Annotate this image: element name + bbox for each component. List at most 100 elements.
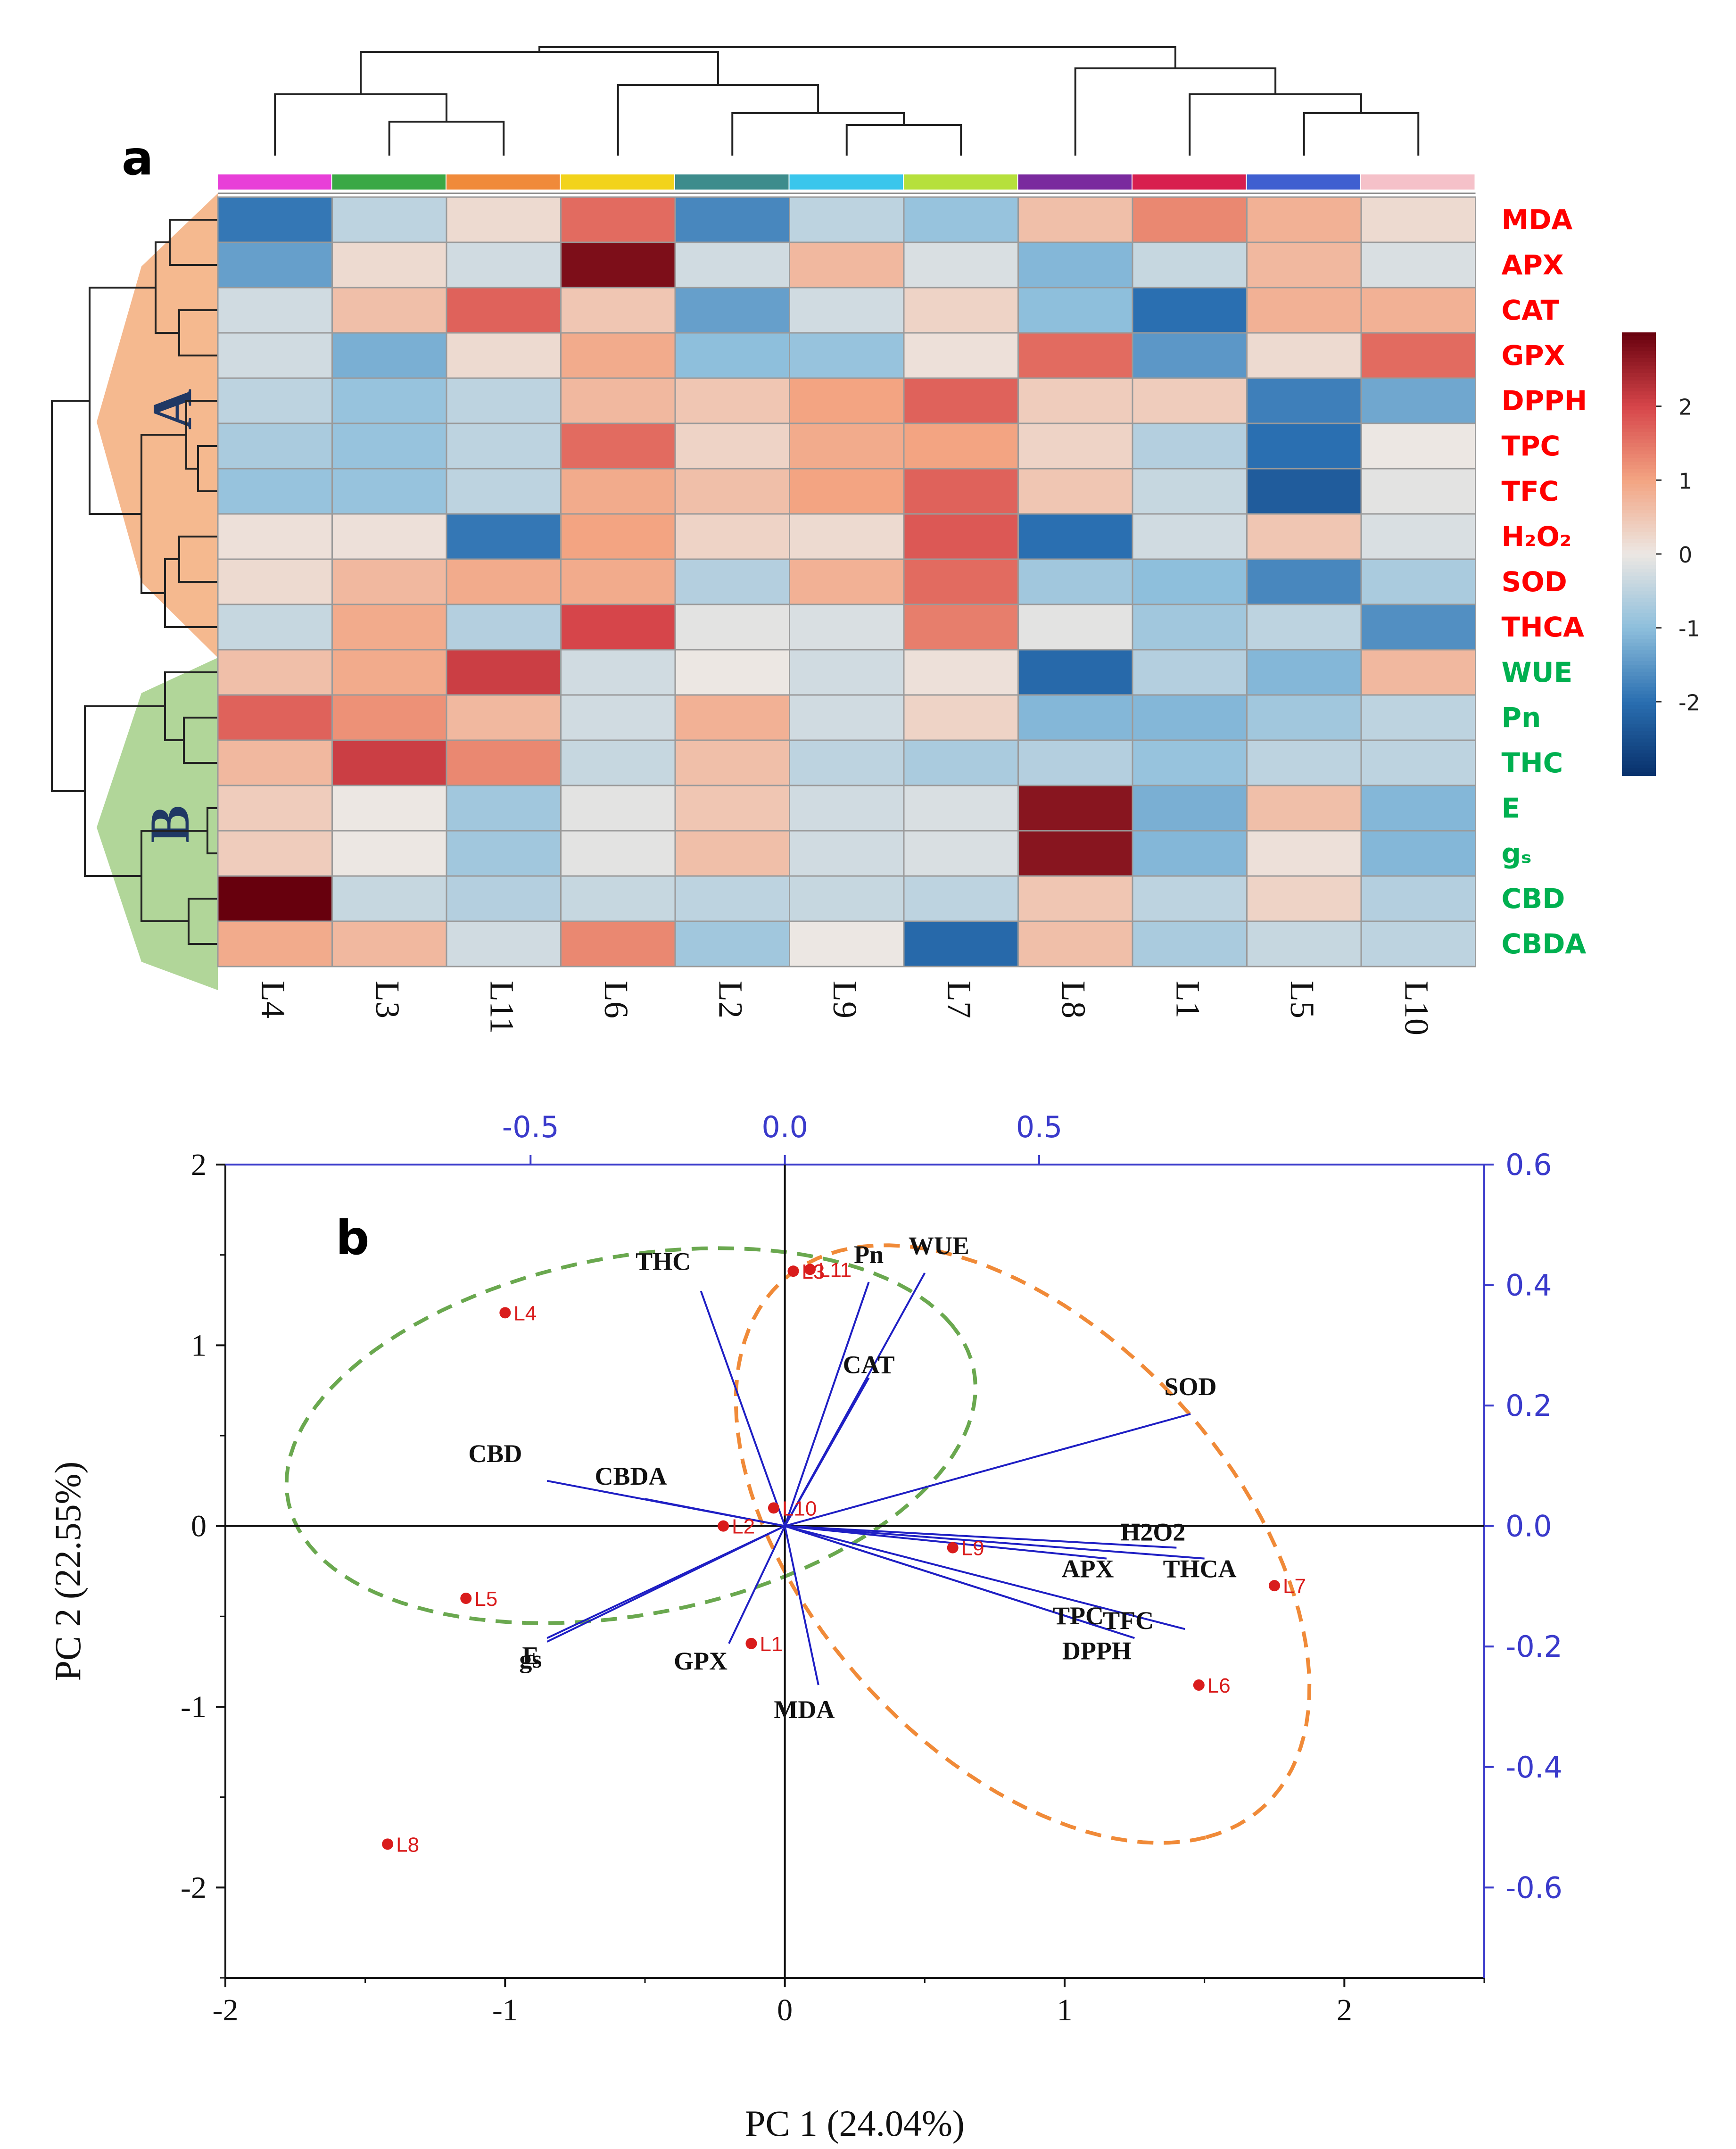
column-color-bar bbox=[789, 174, 903, 190]
heatmap-cell bbox=[560, 785, 676, 832]
colorbar-segment bbox=[1622, 617, 1656, 621]
score-point bbox=[947, 1542, 959, 1554]
heatmap-cell bbox=[560, 830, 676, 877]
row-label: TPC bbox=[1502, 430, 1561, 462]
heatmap-cell bbox=[217, 558, 333, 605]
heatmap-cell bbox=[903, 422, 1019, 470]
heatmap-cell bbox=[446, 830, 562, 877]
heatmap-cell bbox=[1246, 739, 1362, 786]
heatmap-cell bbox=[217, 196, 333, 243]
score-point-label: L3 bbox=[802, 1260, 825, 1283]
heatmap-cell bbox=[1360, 603, 1476, 651]
score-point-label: L5 bbox=[474, 1587, 497, 1611]
vector-label: CAT bbox=[843, 1350, 895, 1379]
heatmap-cell bbox=[446, 332, 562, 379]
loading-vector bbox=[785, 1525, 1107, 1560]
colorbar-segment bbox=[1622, 532, 1656, 536]
colorbar-segment bbox=[1622, 410, 1656, 414]
colorbar-segment bbox=[1622, 377, 1656, 381]
heatmap-cell bbox=[789, 785, 905, 832]
colorbar-segment bbox=[1622, 624, 1656, 628]
colorbar-segment bbox=[1622, 587, 1656, 592]
column-color-bar bbox=[446, 174, 560, 190]
score-point bbox=[787, 1265, 799, 1277]
colorbar-segment bbox=[1622, 764, 1656, 769]
heatmap-cell bbox=[560, 468, 676, 515]
heatmap-cell bbox=[903, 558, 1019, 605]
row-label: WUE bbox=[1502, 656, 1573, 688]
x-tick-label: 1 bbox=[1057, 1993, 1073, 2027]
column-color-bar bbox=[1018, 174, 1132, 190]
heatmap-cell bbox=[1360, 920, 1476, 967]
score-point bbox=[1193, 1679, 1205, 1691]
score-point bbox=[804, 1264, 816, 1275]
loading-vector bbox=[784, 1281, 870, 1527]
colorbar-segment bbox=[1622, 716, 1656, 721]
colorbar-segment bbox=[1622, 702, 1656, 706]
heatmap-cell bbox=[217, 422, 333, 470]
heatmap-cell bbox=[903, 513, 1019, 560]
heatmap-cell bbox=[674, 920, 790, 967]
heatmap-cell bbox=[217, 377, 333, 424]
colorbar-segment bbox=[1622, 679, 1656, 684]
heatmap-cell bbox=[1132, 377, 1248, 424]
heatmap-cell bbox=[789, 603, 905, 651]
heatmap-cell bbox=[1132, 694, 1248, 741]
vector-label: CBDA bbox=[595, 1462, 667, 1490]
heatmap-cell bbox=[217, 830, 333, 877]
vector-label: E bbox=[522, 1641, 539, 1670]
colorbar-segment bbox=[1622, 661, 1656, 665]
colorbar-segment bbox=[1622, 369, 1656, 374]
heatmap-cell bbox=[903, 830, 1019, 877]
right-tick-label: 0.0 bbox=[1505, 1509, 1552, 1544]
heatmap-cell bbox=[1360, 830, 1476, 877]
column-label: L7 bbox=[940, 981, 978, 1018]
heatmap-cell bbox=[789, 241, 905, 289]
colorbar-segment bbox=[1622, 480, 1656, 485]
loading-vector bbox=[785, 1525, 1185, 1630]
heatmap-cell bbox=[1017, 422, 1133, 470]
colorbar-segment bbox=[1622, 720, 1656, 725]
heatmap-cell bbox=[560, 196, 676, 243]
group-a-label: A bbox=[141, 389, 203, 430]
colorbar-segment bbox=[1622, 421, 1656, 425]
row-label: APX bbox=[1502, 249, 1564, 281]
colorbar-segment bbox=[1622, 446, 1656, 451]
column-color-bar bbox=[1247, 174, 1360, 190]
colorbar-segment bbox=[1622, 705, 1656, 710]
colorbar-segment bbox=[1622, 576, 1656, 580]
heatmap-cell bbox=[446, 196, 562, 243]
heatmap-cell bbox=[1017, 920, 1133, 967]
colorbar-segment bbox=[1622, 731, 1656, 736]
heatmap-cell bbox=[674, 332, 790, 379]
heatmap-cell bbox=[674, 513, 790, 560]
heatmap-cell bbox=[331, 603, 447, 651]
heatmap-cell bbox=[560, 603, 676, 651]
heatmap-cell bbox=[1017, 603, 1133, 651]
column-label: L11 bbox=[483, 981, 521, 1034]
colorbar-segment bbox=[1622, 476, 1656, 481]
heatmap-cell bbox=[446, 785, 562, 832]
heatmap-cell bbox=[1246, 196, 1362, 243]
colorbar-segment bbox=[1622, 602, 1656, 606]
row-label: gₛ bbox=[1502, 837, 1532, 869]
heatmap-cell bbox=[446, 513, 562, 560]
vector-label: TFC bbox=[1103, 1606, 1154, 1635]
heatmap-cell bbox=[1246, 694, 1362, 741]
colorbar-segment bbox=[1622, 583, 1656, 588]
column-dendrogram-branch bbox=[538, 46, 1176, 68]
heatmap-cell bbox=[217, 920, 333, 967]
heatmap-cell bbox=[674, 830, 790, 877]
heatmap-cell bbox=[446, 377, 562, 424]
vector-label: H2O2 bbox=[1120, 1518, 1185, 1546]
colorbar-segment bbox=[1622, 620, 1656, 625]
colorbar-segment bbox=[1622, 653, 1656, 658]
heatmap-cell bbox=[1132, 649, 1248, 696]
heatmap-cell bbox=[1132, 241, 1248, 289]
colorbar-segment bbox=[1622, 391, 1656, 396]
heatmap-cell bbox=[1017, 875, 1133, 922]
heatmap-cell bbox=[217, 468, 333, 515]
score-point-label: L2 bbox=[732, 1515, 755, 1538]
heatmap-cell bbox=[1017, 739, 1133, 786]
